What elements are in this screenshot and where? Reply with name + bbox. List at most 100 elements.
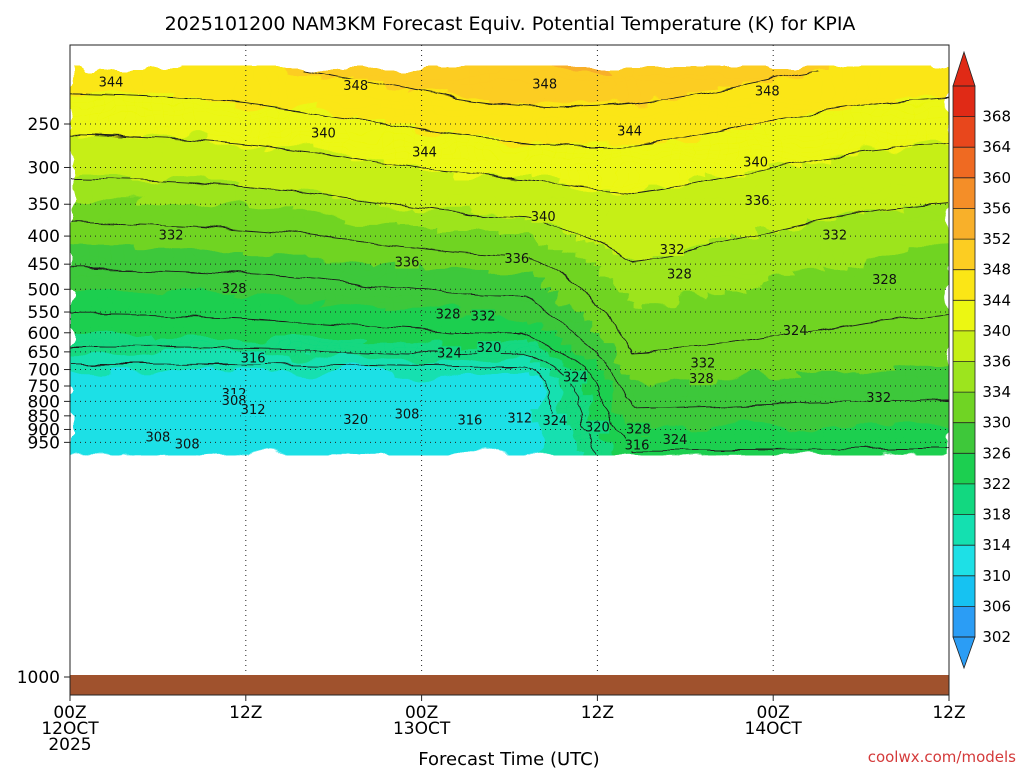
field-cell (132, 159, 144, 167)
field-cell (90, 215, 103, 223)
field-cell (728, 93, 741, 100)
field-cell (875, 215, 887, 223)
field-cell (477, 254, 490, 261)
field-cell (195, 232, 207, 239)
field-cell (561, 65, 573, 73)
field-cell (425, 115, 437, 123)
field-cell (153, 287, 165, 295)
field-cell (540, 254, 553, 261)
field-cell (498, 93, 511, 100)
field-cell (90, 393, 103, 400)
field-cell (404, 293, 417, 300)
field-cell (645, 93, 657, 100)
field-cell (477, 248, 490, 256)
field-cell (571, 143, 584, 150)
field-cell (153, 276, 165, 284)
field-cell (425, 393, 437, 400)
field-cell (310, 259, 322, 267)
field-cell (310, 71, 322, 78)
field-cell (718, 143, 730, 150)
field-cell (728, 220, 741, 228)
field-cell (310, 198, 322, 206)
field-cell (299, 381, 312, 389)
field-cell (100, 220, 113, 228)
field-cell (289, 104, 301, 112)
field-cell (352, 209, 364, 217)
field-cell (822, 71, 835, 78)
field-cell (477, 121, 490, 128)
field-cell (236, 171, 249, 178)
field-cell (509, 276, 521, 284)
field-cell (467, 359, 479, 367)
field-cell (331, 232, 343, 239)
field-cell (446, 87, 458, 95)
field-cell (728, 104, 741, 112)
field-cell (571, 165, 584, 173)
field-cell (864, 193, 877, 200)
field-cell (477, 320, 490, 328)
field-cell (257, 98, 270, 106)
field-cell (938, 315, 949, 323)
field-cell (592, 304, 605, 311)
field-cell (467, 65, 479, 73)
field-cell (686, 154, 699, 162)
field-cell (425, 381, 437, 389)
field-cell (592, 143, 605, 150)
field-cell (571, 226, 584, 234)
field-cell (289, 237, 301, 245)
field-cell (906, 109, 919, 117)
field-cell (268, 98, 280, 106)
field-cell (760, 143, 772, 150)
field-cell (477, 298, 490, 306)
field-cell (352, 254, 364, 261)
field-cell (655, 143, 668, 150)
field-cell (216, 220, 228, 228)
field-cell (373, 248, 385, 256)
field-cell (603, 381, 615, 389)
field-cell (404, 265, 417, 273)
field-cell (802, 148, 814, 156)
field-cell (70, 104, 82, 112)
field-cell (435, 237, 448, 245)
field-cell (519, 148, 532, 156)
field-cell (707, 226, 720, 234)
field-cell (488, 287, 500, 295)
field-cell (226, 337, 239, 345)
field-cell (341, 298, 354, 306)
field-cell (885, 93, 898, 100)
field-cell (791, 132, 804, 139)
field-cell (603, 198, 615, 206)
field-cell (80, 337, 92, 345)
field-cell (896, 243, 908, 250)
field-cell (582, 376, 594, 384)
field-cell (938, 348, 949, 356)
field-cell (540, 337, 553, 345)
field-cell (488, 332, 500, 339)
field-cell (707, 132, 720, 139)
field-cell (373, 226, 385, 234)
field-cell (739, 93, 751, 100)
field-cell (854, 220, 866, 228)
field-cell (446, 115, 458, 123)
field-cell (174, 182, 186, 189)
field-cell (163, 171, 176, 178)
field-cell (571, 354, 584, 361)
field-cell (833, 254, 846, 261)
field-cell (90, 298, 103, 306)
field-cell (645, 332, 657, 339)
field-cell (885, 332, 898, 339)
field-cell (195, 137, 207, 145)
field-cell (781, 359, 793, 367)
field-cell (467, 270, 479, 278)
field-cell (561, 381, 573, 389)
field-cell (456, 182, 469, 189)
field-cell (153, 320, 165, 328)
field-cell (257, 298, 270, 306)
field-cell (613, 121, 626, 128)
field-cell (393, 193, 406, 200)
field-cell (655, 304, 668, 311)
field-cell (299, 370, 312, 378)
field-cell (854, 293, 866, 300)
field-cell (216, 182, 228, 189)
field-cell (446, 65, 458, 73)
